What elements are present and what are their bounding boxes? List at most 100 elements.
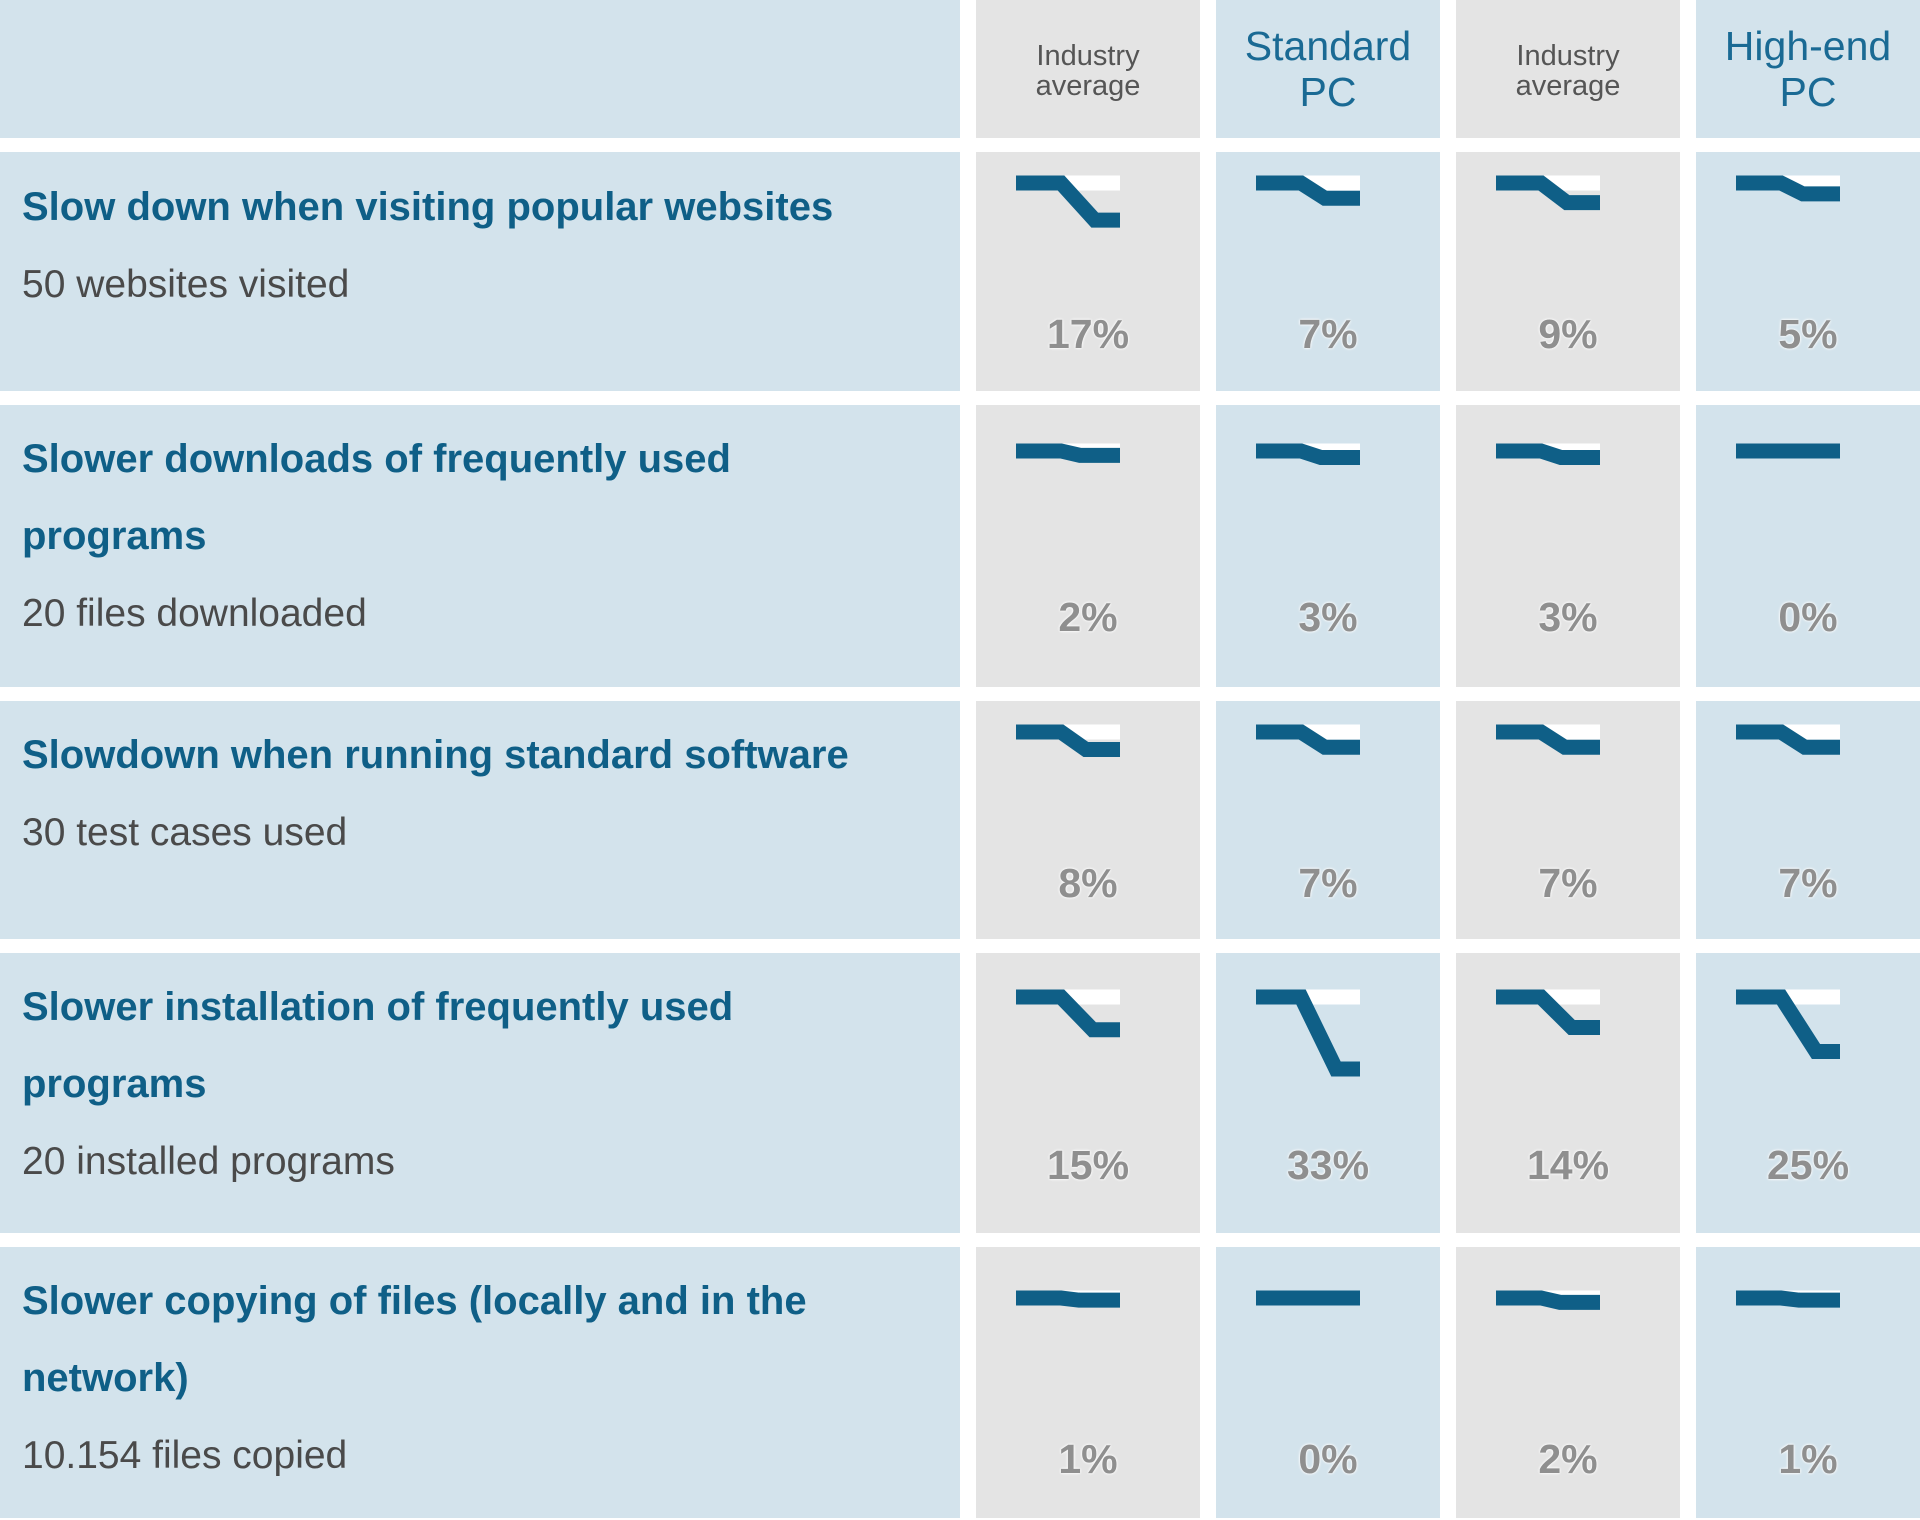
percent-label: 25% bbox=[1766, 1142, 1850, 1188]
value-cell: 7% bbox=[1216, 152, 1440, 391]
performance-line bbox=[1496, 724, 1600, 755]
value-cell: 17% bbox=[976, 152, 1200, 391]
value-cell: 7% bbox=[1456, 701, 1680, 939]
value-cell: 33% bbox=[1216, 953, 1440, 1233]
percent-label: 7% bbox=[1298, 311, 1358, 357]
row-title: Slow down when visiting popular websites bbox=[22, 185, 834, 229]
value-cell: 3% bbox=[1456, 405, 1680, 687]
percent-label: 0% bbox=[1778, 594, 1838, 640]
slowdown-sparkline bbox=[1256, 175, 1360, 206]
percent-label: 9% bbox=[1538, 311, 1598, 357]
row-subtitle: 30 test cases used bbox=[22, 811, 348, 854]
percent-label: 2% bbox=[1058, 594, 1118, 640]
slowdown-sparkline bbox=[1496, 175, 1600, 211]
column-header-2: Standard PC bbox=[1216, 0, 1440, 138]
percent-label: 1% bbox=[1058, 1436, 1118, 1482]
column-header-1: Industry average bbox=[976, 0, 1200, 138]
slowdown-sparkline bbox=[1016, 443, 1120, 463]
performance-line bbox=[1736, 724, 1840, 755]
performance-line bbox=[1496, 443, 1600, 466]
row-subtitle: 20 installed programs bbox=[22, 1140, 395, 1183]
performance-line bbox=[1496, 175, 1600, 211]
percent-label: 7% bbox=[1298, 860, 1358, 906]
slowdown-sparkline bbox=[1256, 989, 1360, 1077]
performance-line bbox=[1016, 989, 1120, 1038]
slowdown-sparkline bbox=[1736, 724, 1840, 755]
value-cell: 7% bbox=[1696, 701, 1920, 939]
slowdown-sparkline bbox=[1256, 1290, 1360, 1306]
slowdown-sparkline bbox=[1736, 175, 1840, 202]
row-title: Slowdown when running standard software bbox=[22, 733, 849, 777]
value-cell: 8% bbox=[976, 701, 1200, 939]
performance-line bbox=[1736, 1290, 1840, 1308]
column-header-label: High-end PC bbox=[1724, 23, 1892, 115]
percent-label: 3% bbox=[1538, 594, 1598, 640]
performance-line bbox=[1016, 724, 1120, 757]
percent-label: 14% bbox=[1526, 1142, 1610, 1188]
slowdown-sparkline bbox=[1736, 989, 1840, 1060]
value-cell: 3% bbox=[1216, 405, 1440, 687]
column-header-3: Industry average bbox=[1456, 0, 1680, 138]
value-cell: 5% bbox=[1696, 152, 1920, 391]
slowdown-sparkline bbox=[1496, 989, 1600, 1036]
value-cell: 1% bbox=[976, 1247, 1200, 1518]
slowdown-sparkline bbox=[1016, 1290, 1120, 1308]
performance-line bbox=[1016, 175, 1120, 228]
performance-line bbox=[1256, 175, 1360, 206]
percent-label: 7% bbox=[1778, 860, 1838, 906]
percent-label: 8% bbox=[1058, 860, 1118, 906]
value-cell: 0% bbox=[1216, 1247, 1440, 1518]
performance-line bbox=[1256, 724, 1360, 755]
percent-label: 2% bbox=[1538, 1436, 1598, 1482]
column-header-label: Standard PC bbox=[1244, 23, 1412, 115]
performance-line bbox=[1016, 1290, 1120, 1308]
value-cell: 2% bbox=[1456, 1247, 1680, 1518]
slowdown-sparkline bbox=[1256, 724, 1360, 755]
value-cell: 9% bbox=[1456, 152, 1680, 391]
row-label-cell: Slower installation of frequently used p… bbox=[0, 953, 960, 1233]
row-title: Slower installation of frequently used p… bbox=[22, 985, 734, 1106]
row-title: Slower copying of files (locally and in … bbox=[22, 1279, 807, 1400]
percent-label: 1% bbox=[1778, 1436, 1838, 1482]
percent-label: 15% bbox=[1046, 1142, 1130, 1188]
header-label-cell bbox=[0, 0, 960, 138]
column-header-label: Industry average bbox=[1035, 40, 1141, 102]
value-cell: 0% bbox=[1696, 405, 1920, 687]
percent-label: 5% bbox=[1778, 311, 1838, 357]
performance-line bbox=[1016, 443, 1120, 463]
slowdown-sparkline bbox=[1496, 1290, 1600, 1310]
performance-line bbox=[1496, 989, 1600, 1036]
performance-line bbox=[1256, 443, 1360, 466]
value-cell: 1% bbox=[1696, 1247, 1920, 1518]
row-subtitle: 20 files downloaded bbox=[22, 592, 367, 635]
slowdown-sparkline bbox=[1016, 724, 1120, 757]
column-header-4: High-end PC bbox=[1696, 0, 1920, 138]
percent-label: 3% bbox=[1298, 594, 1358, 640]
performance-line bbox=[1736, 175, 1840, 202]
row-label-cell: Slower copying of files (locally and in … bbox=[0, 1247, 960, 1518]
slowdown-sparkline bbox=[1016, 175, 1120, 228]
slowdown-sparkline bbox=[1736, 1290, 1840, 1308]
row-label-cell: Slowdown when running standard software 3… bbox=[0, 701, 960, 939]
performance-line bbox=[1256, 989, 1360, 1077]
performance-line bbox=[1496, 1290, 1600, 1310]
percent-label: 33% bbox=[1286, 1142, 1370, 1188]
value-cell: 2% bbox=[976, 405, 1200, 687]
row-label-cell: Slower downloads of frequently used prog… bbox=[0, 405, 960, 687]
column-header-label: Industry average bbox=[1515, 40, 1621, 102]
percent-label: 7% bbox=[1538, 860, 1598, 906]
slowdown-sparkline bbox=[1256, 443, 1360, 466]
value-cell: 7% bbox=[1216, 701, 1440, 939]
performance-line bbox=[1736, 989, 1840, 1060]
slowdown-sparkline bbox=[1496, 443, 1600, 466]
slowdown-sparkline bbox=[1016, 989, 1120, 1038]
percent-label: 17% bbox=[1046, 311, 1130, 357]
percent-label: 0% bbox=[1298, 1436, 1358, 1482]
slowdown-sparkline bbox=[1736, 443, 1840, 459]
value-cell: 15% bbox=[976, 953, 1200, 1233]
value-cell: 25% bbox=[1696, 953, 1920, 1233]
row-subtitle: 50 websites visited bbox=[22, 263, 350, 306]
slowdown-sparkline bbox=[1496, 724, 1600, 755]
row-title: Slower downloads of frequently used prog… bbox=[22, 437, 731, 558]
